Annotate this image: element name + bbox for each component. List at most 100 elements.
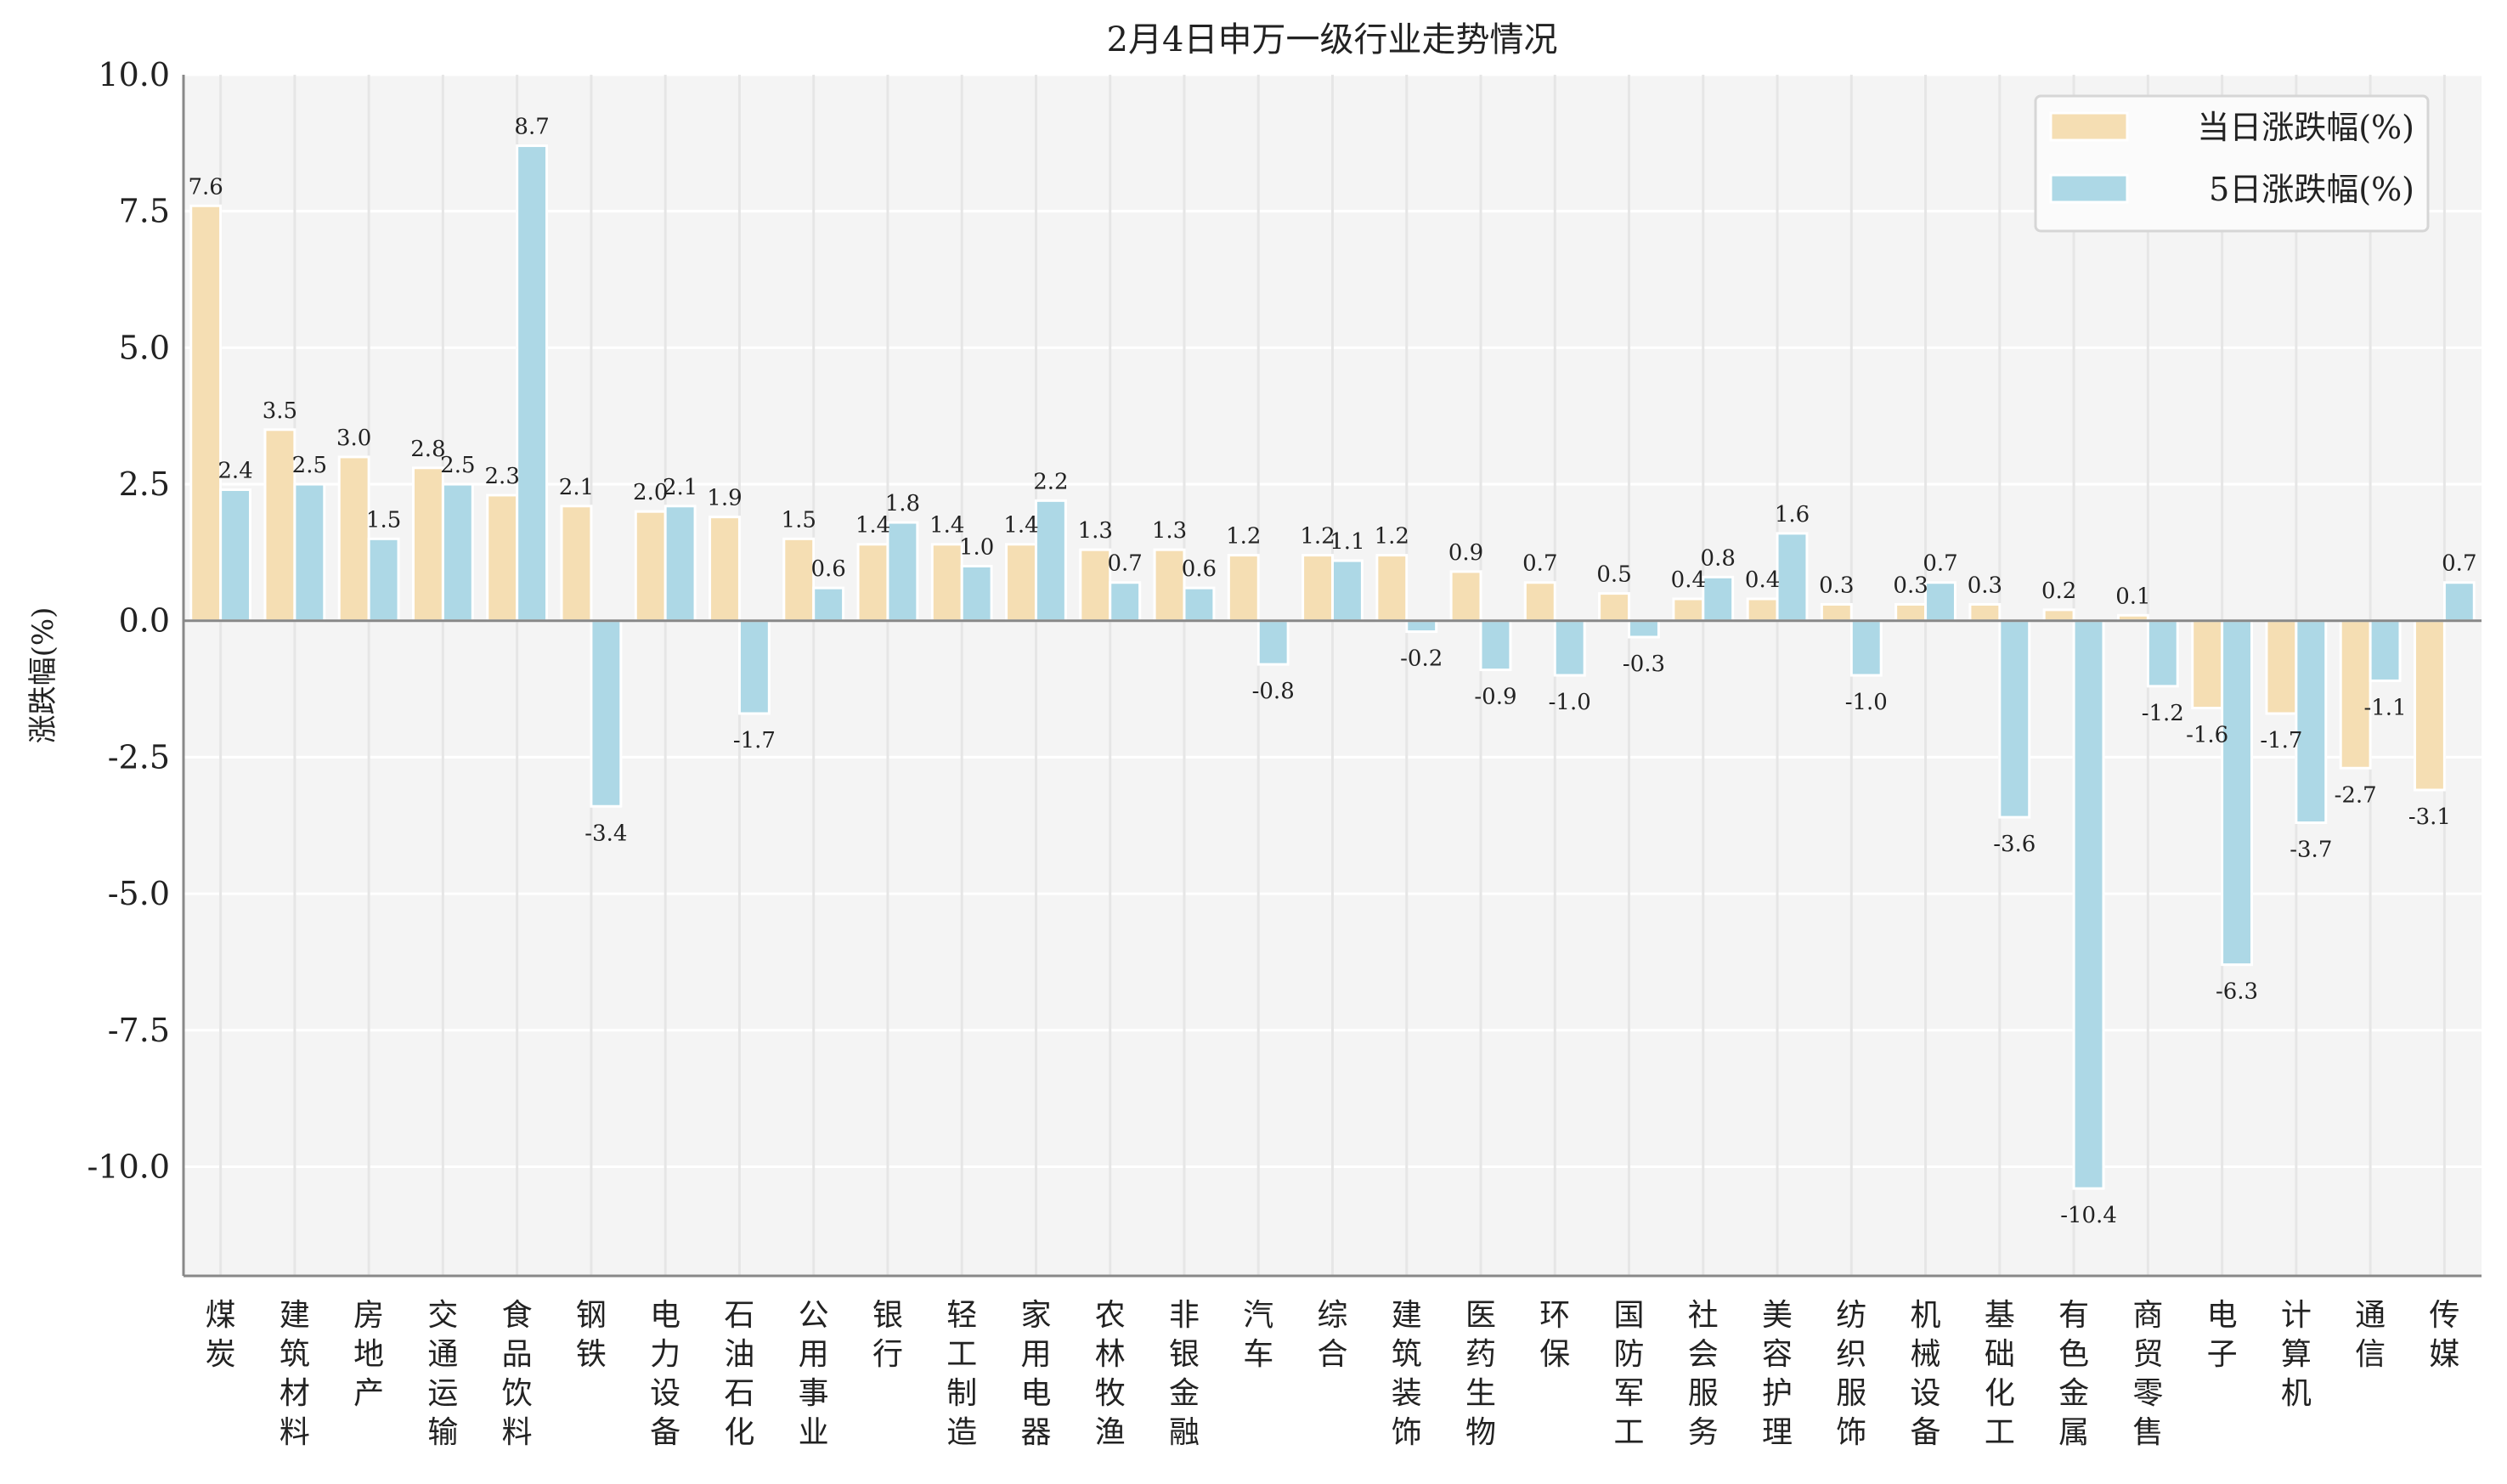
x-tick-label: 钢铁: [576, 1298, 607, 1372]
bar-daily: [2413, 619, 2446, 792]
data-label: -0.3: [1623, 652, 1665, 677]
data-label: -1.6: [2186, 723, 2228, 748]
data-label: -0.9: [1474, 685, 1516, 710]
data-label: 0.7: [2442, 551, 2476, 577]
data-label: 0.7: [1107, 551, 1142, 577]
data-label: 0.7: [1522, 551, 1557, 577]
data-label: -3.4: [584, 821, 627, 846]
x-tick-label: 房地产: [353, 1298, 384, 1411]
x-tick-label: 计算机: [2281, 1298, 2312, 1411]
bar-5day: [1034, 499, 1067, 623]
bar-daily: [634, 510, 667, 623]
bar-5day: [960, 564, 993, 623]
data-label: 2.2: [1033, 469, 1068, 494]
data-label: 0.4: [1745, 567, 1780, 593]
bar-5day: [1628, 619, 1660, 639]
data-label: 2.3: [485, 464, 520, 489]
data-label: 1.9: [707, 486, 742, 511]
bar-5day: [2295, 619, 2328, 825]
bar-daily: [189, 204, 223, 623]
bar-5day: [2369, 619, 2402, 682]
x-tick-label: 医药生物: [1465, 1298, 1496, 1450]
bar-5day: [219, 488, 252, 623]
x-tick-label: 传媒: [2429, 1298, 2459, 1372]
bar-daily: [1598, 592, 1631, 623]
bar-daily: [782, 537, 816, 623]
data-label: 0.9: [1448, 540, 1483, 566]
bar-5day: [2072, 619, 2105, 1190]
data-label: 1.2: [1300, 524, 1335, 550]
x-tick-label: 食品饮料: [502, 1298, 533, 1450]
bar-5day: [367, 537, 400, 623]
data-label: 2.5: [440, 453, 475, 478]
bar-daily: [709, 516, 741, 623]
bar-daily: [1079, 548, 1112, 623]
x-tick-label: 有色金属: [2058, 1298, 2089, 1450]
x-tick-label: 汽车: [1243, 1298, 1273, 1372]
bar-daily: [1672, 597, 1705, 623]
bar-5day: [2442, 581, 2476, 623]
data-label: 2.1: [663, 475, 697, 500]
bar-5day: [886, 521, 919, 623]
bar-5day: [1776, 532, 1809, 623]
bar-5day: [441, 482, 474, 623]
bar-5day: [1553, 619, 1586, 677]
bar-daily: [1375, 554, 1409, 623]
y-tick-label: -2.5: [108, 738, 170, 776]
data-label: 2.0: [633, 480, 668, 505]
x-tick-label: 机械设备: [1911, 1298, 1941, 1450]
data-label: 1.1: [1330, 529, 1364, 555]
bar-5day: [1256, 619, 1290, 666]
legend-swatch: [2049, 111, 2129, 142]
data-label: 1.5: [366, 507, 401, 533]
data-label: 7.6: [188, 174, 223, 200]
bar-5day: [1405, 619, 1438, 634]
data-label: 1.0: [959, 534, 994, 560]
y-axis-label: 涨跌幅(%): [26, 607, 60, 744]
data-label: 3.0: [336, 426, 371, 451]
data-label: 1.4: [855, 513, 890, 539]
data-label: -0.8: [1252, 679, 1295, 704]
x-tick-label: 综合: [1317, 1298, 1347, 1372]
y-tick-label: 0.0: [119, 602, 170, 640]
x-tick-label: 国防军工: [1614, 1298, 1645, 1450]
y-tick-label: 7.5: [119, 193, 170, 230]
bar-5day: [516, 144, 549, 623]
data-label: 1.4: [929, 513, 964, 539]
bar-daily: [1449, 570, 1482, 623]
bar-5day: [1702, 575, 1735, 623]
bar-daily: [2265, 619, 2298, 715]
bar-daily: [263, 428, 296, 623]
bar-daily: [1153, 548, 1186, 623]
bar-5day: [663, 505, 697, 623]
bar-5day: [1109, 581, 1142, 623]
x-tick-label: 轻工制造: [946, 1298, 977, 1450]
data-label: 0.3: [1893, 573, 1928, 598]
data-label: -2.7: [2335, 782, 2377, 808]
data-label: -0.2: [1400, 646, 1443, 672]
bar-daily: [930, 543, 963, 623]
bar-5day: [1479, 619, 1512, 672]
x-tick-label: 电力设备: [650, 1298, 680, 1450]
y-tick-label: 10.0: [98, 56, 170, 93]
bar-daily: [2339, 619, 2372, 770]
bar-5day: [293, 482, 326, 623]
data-label: -1.7: [2260, 728, 2302, 753]
chart-title: 2月4日申万一级行业走势情况: [1107, 20, 1558, 59]
data-label: 3.5: [263, 398, 297, 424]
data-label: -1.0: [1845, 690, 1888, 715]
bar-daily: [486, 494, 519, 623]
bar-daily: [1820, 602, 1853, 623]
data-label: -3.6: [1993, 832, 2036, 857]
bar-5day: [1998, 619, 2031, 819]
x-tick-label: 建筑材料: [279, 1298, 310, 1450]
y-tick-label: -5.0: [108, 875, 170, 912]
y-tick-label: 5.0: [119, 329, 170, 366]
bar-daily: [2042, 608, 2075, 623]
data-label: 1.3: [1078, 518, 1113, 544]
x-tick-label: 商贸零售: [2132, 1298, 2163, 1450]
bar-daily: [337, 455, 370, 623]
data-label: 2.5: [292, 453, 327, 478]
x-tick-label: 纺织服饰: [1836, 1298, 1866, 1450]
legend-label: 当日涨跌幅(%): [2197, 109, 2414, 146]
